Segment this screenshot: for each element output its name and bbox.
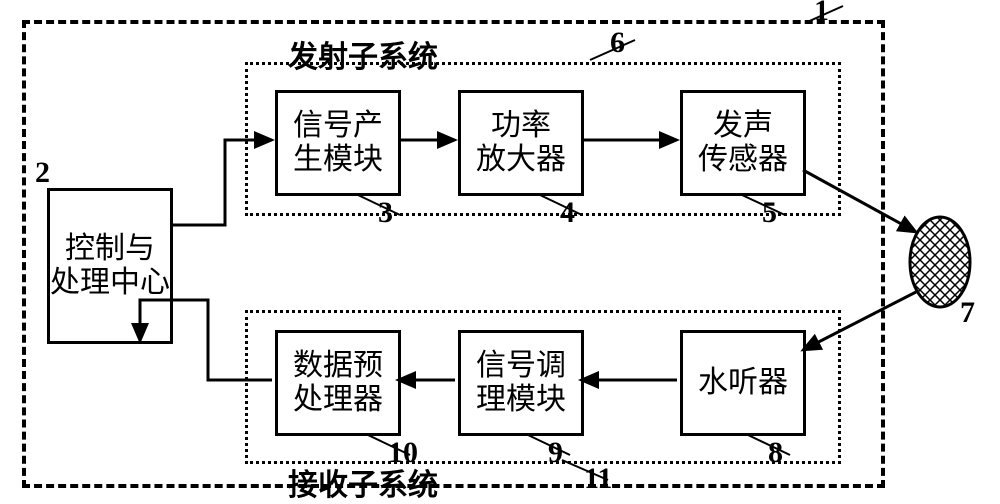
sound-sensor-label: 发声传感器 — [698, 109, 788, 178]
marker-6: 6 — [610, 26, 625, 60]
marker-5: 5 — [762, 196, 777, 230]
hydrophone-label: 水听器 — [698, 366, 788, 401]
marker-3: 3 — [378, 196, 393, 230]
marker-1: 1 — [814, 0, 829, 28]
target-ellipse — [910, 217, 970, 307]
diagram-stage: 控制与处理中心 信号产生模块 功率放大器 发声传感器 水听器 信号调理模块 数据… — [0, 0, 1000, 501]
sound-sensor-box: 发声传感器 — [680, 90, 806, 196]
hydrophone-box: 水听器 — [680, 330, 806, 436]
marker-11: 11 — [584, 462, 612, 496]
marker-7: 7 — [960, 296, 975, 330]
control-center-label: 控制与处理中心 — [50, 232, 170, 301]
signal-cond-box: 信号调理模块 — [458, 330, 584, 436]
marker-2: 2 — [35, 156, 50, 190]
signal-gen-box: 信号产生模块 — [275, 90, 401, 196]
data-preproc-box: 数据预处理器 — [275, 330, 401, 436]
marker-8: 8 — [768, 436, 783, 470]
tx-subsystem-label: 发射子系统 — [288, 32, 438, 76]
marker-10: 10 — [388, 436, 418, 470]
signal-gen-label: 信号产生模块 — [293, 109, 383, 178]
data-preproc-label: 数据预处理器 — [293, 349, 383, 418]
control-center-box: 控制与处理中心 — [47, 188, 173, 344]
marker-4: 4 — [560, 196, 575, 230]
power-amp-label: 功率放大器 — [476, 109, 566, 178]
signal-cond-label: 信号调理模块 — [476, 349, 566, 418]
power-amp-box: 功率放大器 — [458, 90, 584, 196]
marker-9: 9 — [548, 436, 563, 470]
